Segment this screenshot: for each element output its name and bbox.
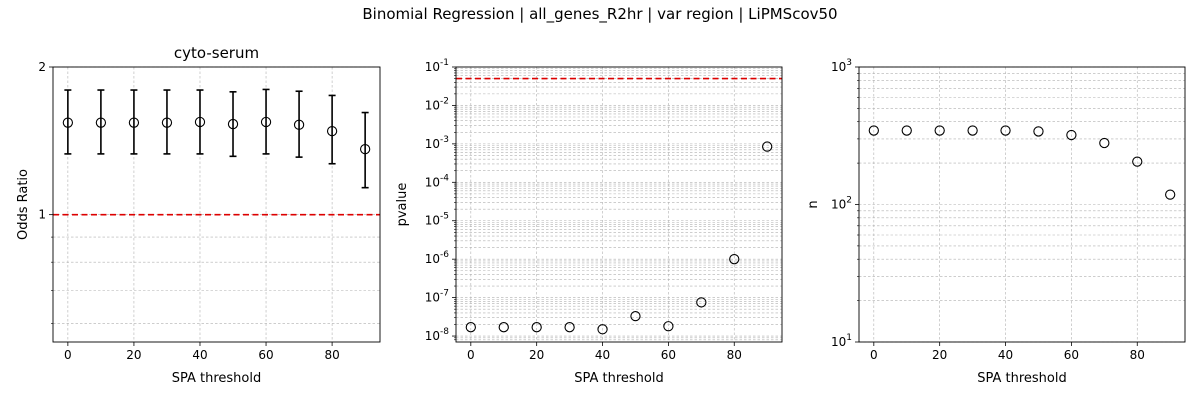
data-point — [227, 118, 239, 130]
data-point — [868, 125, 879, 136]
data-point — [564, 322, 575, 333]
error-bar — [262, 88, 270, 155]
axes-frame — [455, 66, 783, 343]
x-tick-label: 60 — [1064, 348, 1079, 362]
x-tick-label: 40 — [595, 348, 610, 362]
data-point — [696, 297, 707, 308]
data-point — [1132, 156, 1143, 167]
error-bar — [229, 91, 237, 158]
panel-title: cyto-serum — [174, 44, 259, 62]
y-tick-label: 101 — [831, 333, 852, 349]
y-axis-label: Odds Ratio — [16, 169, 31, 240]
axes-frame — [858, 66, 1186, 343]
y-tick-label: 10-7 — [425, 289, 449, 305]
data-point — [1099, 137, 1110, 149]
data-point — [1033, 126, 1044, 137]
data-point — [194, 116, 206, 128]
data-point — [62, 117, 74, 128]
y-tick-label: 10-2 — [425, 96, 449, 112]
data-point — [901, 125, 912, 136]
x-tick-label: 20 — [932, 348, 947, 362]
x-axis-label: SPA threshold — [977, 371, 1067, 386]
y-axis-label: pvalue — [395, 183, 410, 227]
data-point — [1066, 129, 1077, 141]
x-axis-label: SPA threshold — [172, 371, 262, 386]
data-point — [762, 141, 773, 152]
data-point — [1000, 125, 1011, 136]
data-point — [359, 144, 371, 155]
x-tick-label: 40 — [998, 348, 1013, 362]
data-point — [934, 125, 945, 136]
x-tick-label: 60 — [258, 348, 273, 362]
data-point — [161, 117, 173, 128]
error-bar — [295, 90, 303, 158]
y-tick-label: 102 — [831, 196, 852, 212]
x-tick-label: 80 — [1130, 348, 1145, 362]
panel-2: 0 20 40 60 80 10-8 10-7 10-6 10-5 10-4 10-3 10-2 10-… — [395, 58, 783, 386]
data-point — [630, 310, 641, 322]
error-bar — [130, 89, 138, 155]
x-axis-label: SPA threshold — [574, 371, 664, 386]
data-point — [95, 117, 107, 128]
x-tick-label: 60 — [661, 348, 676, 362]
data-point — [531, 322, 542, 333]
x-tick-label: 0 — [870, 348, 878, 362]
figure-suptitle: Binomial Regression | all_genes_R2hr | v… — [362, 5, 838, 23]
data-point — [1165, 189, 1176, 200]
error-bar — [328, 94, 336, 165]
x-tick-label: 80 — [324, 348, 339, 362]
y-axis-label: n — [806, 200, 821, 208]
y-tick-label: 10-8 — [425, 327, 450, 343]
y-tick-label: 10-4 — [425, 173, 450, 189]
error-bar — [196, 89, 204, 155]
x-tick-label: 20 — [126, 348, 141, 362]
data-point — [326, 125, 338, 137]
data-point — [128, 117, 140, 128]
x-tick-label: 80 — [727, 348, 742, 362]
x-tick-label: 0 — [64, 348, 72, 362]
data-point — [663, 321, 674, 332]
error-bar — [361, 111, 369, 189]
error-bar — [64, 89, 72, 155]
data-point — [293, 119, 305, 130]
axes-frame — [52, 66, 381, 343]
y-tick-label: 10-3 — [425, 135, 449, 151]
y-tick-label: 103 — [831, 58, 852, 74]
data-point — [967, 125, 978, 136]
x-tick-label: 40 — [192, 348, 207, 362]
panel-1: 0 20 40 60 80 1 2 SPA threshold Odds Ratio cyto-s… — [16, 44, 381, 386]
y-tick-label: 10-5 — [425, 212, 449, 228]
y-tick-label: 2 — [38, 60, 46, 74]
data-point — [597, 324, 608, 335]
y-tick-label: 10-6 — [425, 250, 450, 266]
data-point — [498, 322, 509, 333]
data-point — [260, 116, 272, 128]
y-tick-label: 10-1 — [425, 58, 449, 74]
x-tick-label: 20 — [529, 348, 544, 362]
y-tick-label: 1 — [38, 208, 46, 222]
data-point — [465, 322, 476, 333]
data-point — [729, 254, 740, 265]
error-bar — [163, 89, 171, 155]
error-bar — [97, 89, 105, 155]
x-tick-label: 0 — [467, 348, 475, 362]
panel-3: 0 20 40 60 80 101 102 103 SPA threshold n — [806, 58, 1186, 386]
